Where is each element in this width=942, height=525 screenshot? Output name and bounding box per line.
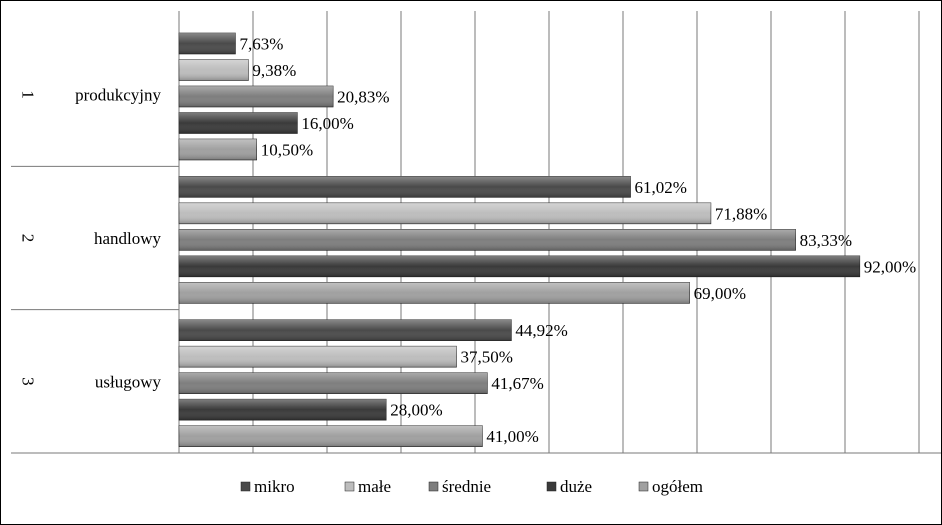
data-label: 28,00% bbox=[390, 401, 442, 420]
data-label: 9,38% bbox=[252, 61, 296, 80]
bar-shading bbox=[179, 176, 631, 198]
legend-label: małe bbox=[358, 477, 391, 496]
bar-shading bbox=[179, 425, 483, 447]
legend-swatch-mikro bbox=[240, 481, 251, 492]
category-name-label: usługowy bbox=[95, 372, 162, 391]
data-label: 71,88% bbox=[715, 204, 767, 223]
category-number-label: 3 bbox=[19, 377, 38, 386]
bar-shading bbox=[179, 399, 387, 421]
data-label: 41,00% bbox=[486, 427, 538, 446]
bar-shading bbox=[179, 139, 257, 160]
legend-label: średnie bbox=[442, 477, 491, 496]
data-label: 37,50% bbox=[461, 348, 513, 367]
category-number-label: 2 bbox=[19, 234, 38, 243]
data-label: 44,92% bbox=[515, 321, 567, 340]
legend-swatch-średnie bbox=[428, 481, 439, 492]
legend-label: ogółem bbox=[652, 477, 703, 496]
bar-shading bbox=[179, 59, 249, 81]
bar-shading bbox=[179, 112, 298, 134]
category-name-label: produkcyjny bbox=[75, 86, 161, 105]
data-label: 10,50% bbox=[261, 141, 313, 160]
data-label: 61,02% bbox=[635, 178, 687, 197]
data-label: 83,33% bbox=[800, 231, 852, 250]
legend-label: mikro bbox=[254, 477, 295, 496]
bar-shading bbox=[179, 229, 796, 251]
category-axis: 1 produkcyjny 2 handlowy 3 usługowy bbox=[11, 11, 941, 454]
legend-swatch-małe bbox=[344, 481, 355, 492]
data-label: 69,00% bbox=[694, 284, 746, 303]
bar-shading bbox=[179, 346, 457, 368]
bar-shading bbox=[179, 282, 690, 304]
bar-shading bbox=[179, 33, 236, 54]
legend-label: duże bbox=[560, 477, 592, 496]
data-label: 92,00% bbox=[864, 257, 916, 276]
bars: 7,63% 9,38% 20,83% 16,00% 10,50% 61,02% 71,88%… bbox=[178, 32, 916, 447]
legend: mikro małe średnie duże ogółem bbox=[240, 477, 703, 496]
legend-swatch-duże bbox=[546, 481, 557, 492]
data-label: 16,00% bbox=[301, 114, 353, 133]
bar-shading bbox=[179, 202, 711, 224]
bar-shading bbox=[179, 86, 334, 107]
bar-shading bbox=[179, 255, 860, 277]
bar-shading bbox=[179, 319, 512, 341]
category-name-label: handlowy bbox=[94, 229, 162, 248]
category-number-label: 1 bbox=[19, 90, 38, 99]
legend-swatch-ogółem bbox=[638, 481, 649, 492]
data-label: 20,83% bbox=[337, 88, 389, 107]
data-label: 7,63% bbox=[239, 35, 283, 54]
data-label: 41,67% bbox=[491, 374, 543, 393]
bar-shading bbox=[179, 372, 488, 394]
